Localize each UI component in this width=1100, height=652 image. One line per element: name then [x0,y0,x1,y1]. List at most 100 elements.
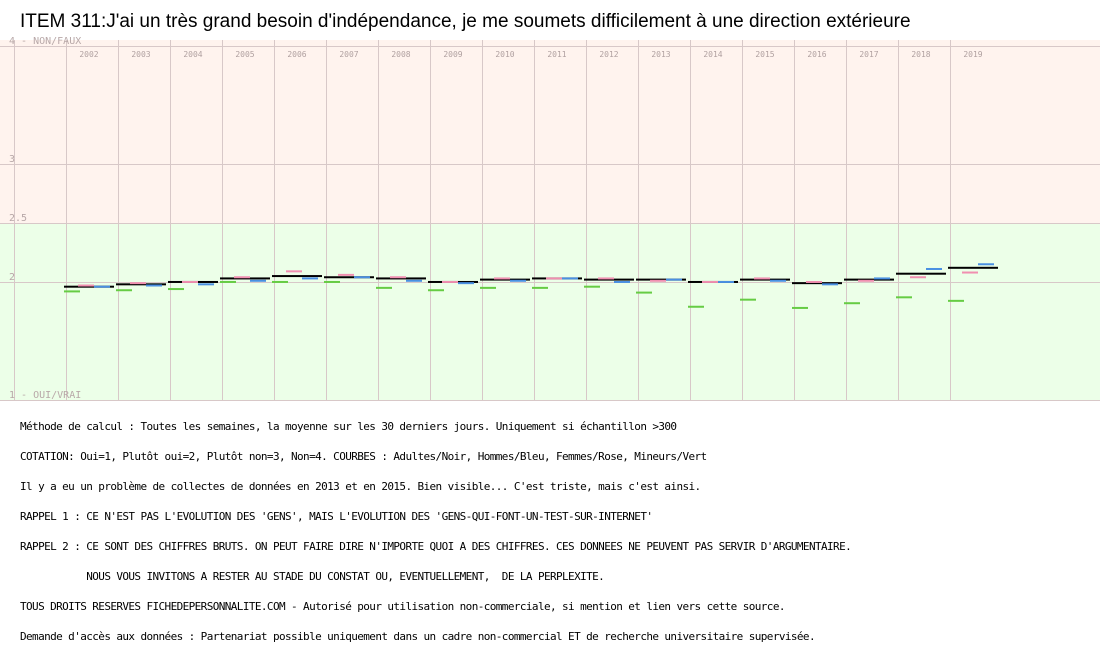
x-tick-label: 2019 [963,50,982,59]
data-mark-adultes [64,285,114,288]
data-mark-hommes [302,277,318,280]
x-tick-label: 2017 [859,50,878,59]
data-mark-femmes [598,277,614,280]
x-tick-label: 2018 [911,50,930,59]
data-mark-adultes [896,272,946,275]
data-mark-adultes [220,277,270,280]
data-mark-adultes [740,278,790,281]
chart-notes: Méthode de calcul : Toutes les semaines,… [20,402,1095,652]
note-line: TOUS DROITS RESERVES FICHEDEPERSONNALITE… [20,600,785,613]
data-mark-hommes [562,277,578,280]
x-tick-label: 2011 [547,50,566,59]
data-mark-mineurs [584,285,600,288]
x-tick-label: 2010 [495,50,514,59]
data-mark-adultes [792,282,842,285]
data-mark-hommes [94,285,110,288]
data-mark-hommes [666,278,682,281]
chart: 4 - NON/FAUX 3 2.5 2 1 - OUI/VRAI 2002 2003 200… [0,36,1100,401]
data-mark-hommes [822,283,838,286]
note-line: COTATION: Oui=1, Plutôt oui=2, Plutôt no… [20,450,707,463]
data-mark-femmes [338,273,354,276]
data-mark-femmes [650,279,666,282]
data-mark-mineurs [168,288,184,291]
data-mark-femmes [234,276,250,279]
data-mark-mineurs [948,299,964,302]
note-line: Il y a eu un problème de collectes de do… [20,480,701,493]
x-tick-label: 2012 [599,50,618,59]
x-tick-label: 2005 [235,50,254,59]
data-mark-femmes [806,280,822,283]
data-mark-hommes [510,279,526,282]
data-mark-hommes [926,267,942,270]
data-mark-hommes [406,279,422,282]
data-mark-mineurs [480,286,496,289]
data-mark-mineurs [64,290,80,293]
y-tick-label: 2 [9,272,15,283]
data-mark-hommes [978,263,994,266]
x-tick-label: 2015 [755,50,774,59]
data-mark-mineurs [116,289,132,292]
data-mark-adultes [636,278,686,281]
note-line: RAPPEL 1 : CE N'EST PAS L'EVOLUTION DES … [20,510,653,523]
note-line: RAPPEL 2 : CE SONT DES CHIFFRES BRUTS. O… [20,540,852,553]
x-tick-label: 2002 [79,50,98,59]
data-mark-adultes [480,278,530,281]
x-tick-label: 2008 [391,50,410,59]
data-mark-hommes [718,280,734,283]
data-mark-hommes [770,279,786,282]
zone-band [0,40,1100,223]
data-mark-mineurs [376,286,392,289]
data-mark-hommes [874,277,890,280]
x-tick-label: 2006 [287,50,306,59]
data-mark-adultes [844,278,894,281]
data-mark-hommes [146,284,162,287]
data-mark-mineurs [428,289,444,292]
data-mark-adultes [324,276,374,279]
data-mark-femmes [130,282,146,285]
data-mark-mineurs [896,296,912,299]
x-tick-label: 2004 [183,50,202,59]
data-mark-mineurs [688,305,704,308]
data-mark-mineurs [532,286,548,289]
note-line: Demande d'accès aux données : Partenaria… [20,630,816,643]
x-tick-label: 2009 [443,50,462,59]
data-mark-hommes [458,282,474,285]
data-mark-mineurs [740,298,756,301]
data-mark-mineurs [792,306,808,309]
x-tick-label: 2016 [807,50,826,59]
data-mark-femmes [390,276,406,279]
data-mark-hommes [354,276,370,279]
data-mark-hommes [198,283,214,286]
data-mark-adultes [116,283,166,286]
data-mark-adultes [948,266,998,269]
x-tick-label: 2003 [131,50,150,59]
data-mark-femmes [858,279,874,282]
chart-title: ITEM 311:J'ai un très grand besoin d'ind… [20,11,911,32]
data-mark-femmes [910,276,926,279]
note-line: Méthode de calcul : Toutes les semaines,… [20,420,677,433]
y-tick-label: 3 [9,154,15,165]
data-mark-femmes [78,284,94,287]
data-mark-mineurs [844,302,860,305]
data-mark-adultes [584,278,634,281]
x-tick-label: 2014 [703,50,722,59]
data-mark-mineurs [220,280,236,283]
data-mark-mineurs [324,280,340,283]
data-mark-femmes [494,277,510,280]
data-mark-femmes [754,277,770,280]
y-tick-label: 1 - OUI/VRAI [9,390,81,401]
data-mark-adultes [376,277,426,280]
data-mark-mineurs [272,280,288,283]
y-tick-label: 2.5 [9,213,27,224]
data-mark-femmes [546,277,562,280]
x-tick-label: 2007 [339,50,358,59]
data-mark-mineurs [636,291,652,294]
data-mark-adultes [272,275,322,278]
data-mark-femmes [182,280,198,283]
data-mark-hommes [614,280,630,283]
note-line: NOUS VOUS INVITONS A RESTER AU STADE DU … [20,570,605,583]
y-tick-label: 4 - NON/FAUX [9,36,81,47]
data-mark-hommes [250,279,266,282]
data-mark-femmes [702,280,718,283]
data-mark-femmes [286,270,302,273]
